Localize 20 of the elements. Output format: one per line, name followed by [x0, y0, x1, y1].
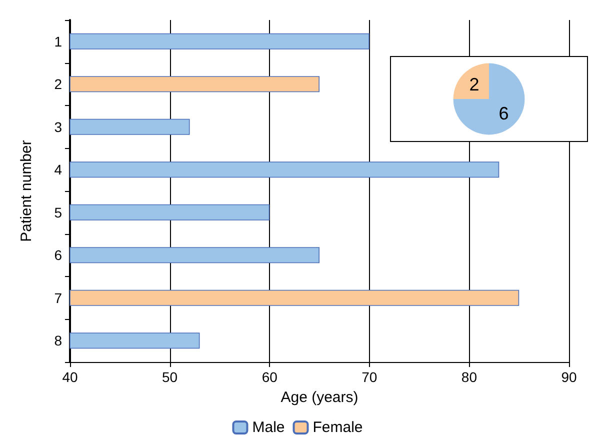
x-tick-label: 60: [262, 369, 278, 385]
y-tick-label: 7: [54, 290, 62, 306]
y-tick-label: 8: [54, 332, 62, 349]
x-tick-label: 90: [561, 369, 577, 385]
x-tick-label: 70: [362, 369, 378, 385]
data-label: 2: [469, 74, 480, 94]
y-tick-label: 2: [54, 76, 62, 92]
y-tick-label: 4: [54, 162, 62, 178]
y-tick-label: 3: [54, 118, 62, 135]
legend-label: Male: [252, 419, 285, 436]
x-tick-label: 40: [62, 369, 78, 385]
x-axis-title: Age (years): [280, 389, 358, 406]
legend-label: Female: [312, 419, 363, 436]
y-axis-title: Patient number: [18, 140, 35, 242]
x-tick-label: 50: [162, 369, 178, 385]
y-tick-label: 1: [54, 33, 62, 50]
y-tick-label: 6: [54, 247, 62, 264]
x-tick-label: 80: [461, 369, 478, 385]
y-tick-label: 5: [54, 204, 62, 220]
data-label: 6: [498, 104, 509, 124]
